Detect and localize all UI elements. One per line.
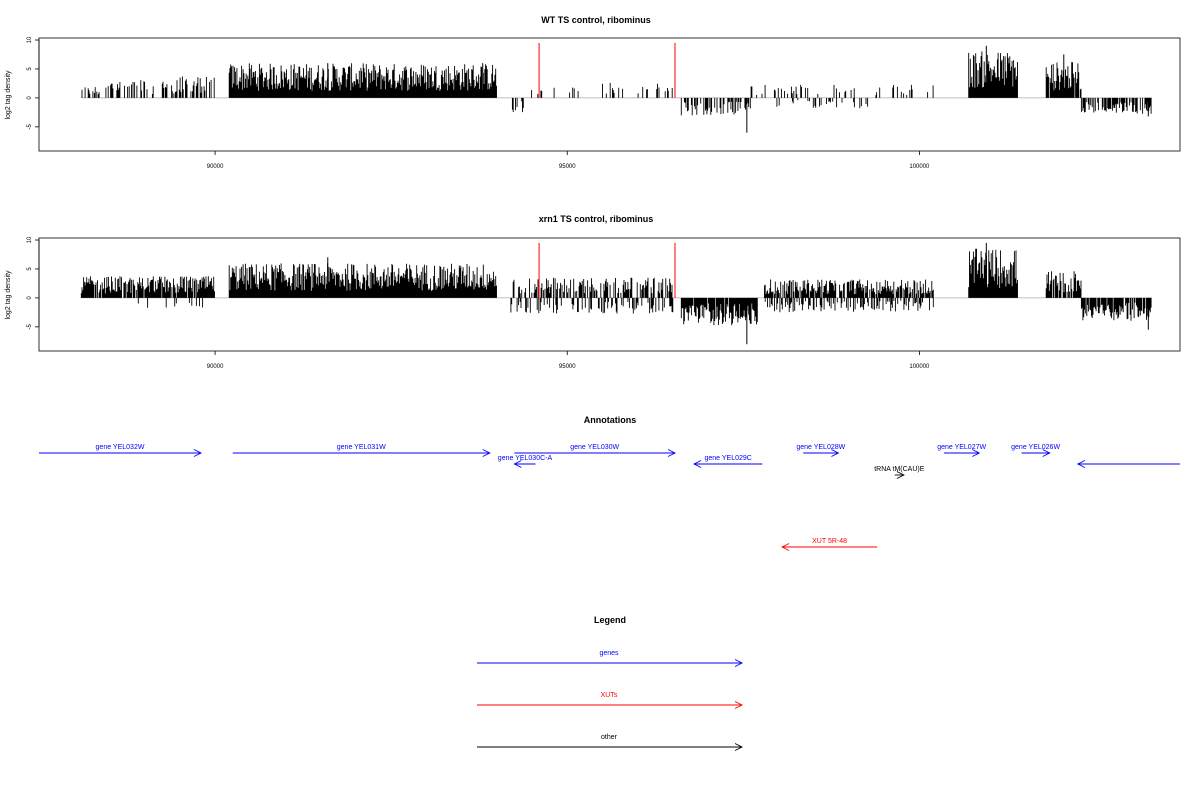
annotation-feature: gene YEL030C-A <box>498 455 553 468</box>
feature-arrow-head <box>1076 460 1086 468</box>
feature-arrow-head <box>781 543 790 551</box>
feature-arrow-head <box>482 449 491 457</box>
feature-arrow-head <box>1042 449 1051 457</box>
feature-label: XUT 5R-48 <box>812 538 847 545</box>
x-tick-label: 100000 <box>909 364 930 370</box>
legend-arrow-head <box>734 659 744 667</box>
legend-entry-other: other <box>477 734 744 751</box>
annotation-feature: gene YEL028W <box>796 444 846 457</box>
legend-title: Legend <box>594 615 626 625</box>
annotation-feature: gene YEL029C <box>693 455 763 468</box>
feature-label: gene YEL026W <box>1011 444 1060 451</box>
density-bar-series <box>80 248 1152 326</box>
feature-label: gene YEL027W <box>937 444 986 451</box>
density-bars <box>81 45 1152 133</box>
feature-arrow-head <box>896 471 905 479</box>
feature-label: gene YEL031W <box>337 444 386 451</box>
x-tick-label: 90000 <box>207 164 224 170</box>
feature-label: gene YEL030C-A <box>498 455 553 462</box>
feature-arrow-head <box>513 460 522 468</box>
legend-entry-xut: XUTs <box>477 692 744 709</box>
density-bar-series <box>81 51 1152 116</box>
feature-label: gene YEL028W <box>796 444 845 451</box>
y-tick-label: -5 <box>27 124 33 130</box>
legend: Legend genes XUTs other <box>477 615 744 751</box>
feature-arrow-head <box>972 449 981 457</box>
y-tick-label: 10 <box>27 236 33 243</box>
x-tick-label: 95000 <box>559 164 576 170</box>
annotation-feature: gene YEL026W <box>1011 444 1060 457</box>
annotation-feature: gene YEL032W <box>39 444 203 457</box>
annotation-feature: gene YEL031W <box>232 444 491 457</box>
track-panel-xrn1: xrn1 TS control, ribominus log2 tag dens… <box>5 214 1181 370</box>
x-tick-label: 100000 <box>909 164 930 170</box>
legend-entry-gene: genes <box>477 650 744 667</box>
x-tick-label: 95000 <box>559 364 576 370</box>
y-tick-label: -5 <box>27 324 33 330</box>
annotation-feature: gene YEL027W <box>937 444 987 457</box>
y-tick-label: 10 <box>27 36 33 43</box>
density-bars <box>80 242 1152 345</box>
legend-arrow-head <box>734 743 744 751</box>
legend-label: genes <box>599 650 619 657</box>
annotation-feature: gene YEL030W <box>514 444 677 457</box>
feature-arrow-head <box>693 460 702 468</box>
y-tick-label: 0 <box>27 96 33 100</box>
feature-arrow-head <box>193 449 203 457</box>
feature-arrow-head <box>831 449 840 457</box>
y-axis: -5 0 5 10 <box>27 236 40 330</box>
panel-title: xrn1 TS control, ribominus <box>539 214 654 224</box>
annotations-title: Annotations <box>584 415 637 425</box>
x-tick-label: 90000 <box>207 364 224 370</box>
feature-label: gene YEL032W <box>96 444 145 451</box>
legend-arrow-head <box>734 701 744 709</box>
legend-label: XUTs <box>601 692 618 699</box>
legend-label: other <box>601 734 618 741</box>
feature-label: gene YEL030W <box>570 444 619 451</box>
annotation-feature: XUT 5R-48 <box>781 538 878 551</box>
annotations-track: Annotations gene YEL032W gene YEL031W gene… <box>39 415 1180 551</box>
x-axis: 90000 95000 100000 <box>207 151 930 170</box>
feature-label: gene YEL029C <box>704 455 751 462</box>
y-axis-label: log2 tag density <box>5 270 12 320</box>
track-panel-wt: WT TS control, ribominus log2 tag densit… <box>5 15 1181 170</box>
y-axis-label: log2 tag density <box>5 70 12 120</box>
feature-label: tRNA tM(CAU)E <box>874 466 925 473</box>
annotation-feature <box>1076 460 1180 468</box>
x-axis: 90000 95000 100000 <box>207 351 930 370</box>
feature-arrow-head <box>667 449 677 457</box>
panel-title: WT TS control, ribominus <box>541 15 651 25</box>
y-tick-label: 0 <box>27 296 33 300</box>
y-tick-label: 5 <box>27 267 33 271</box>
y-tick-label: 5 <box>27 67 33 71</box>
annotation-feature: tRNA tM(CAU)E <box>874 466 925 479</box>
y-axis: -5 0 5 10 <box>27 36 40 130</box>
